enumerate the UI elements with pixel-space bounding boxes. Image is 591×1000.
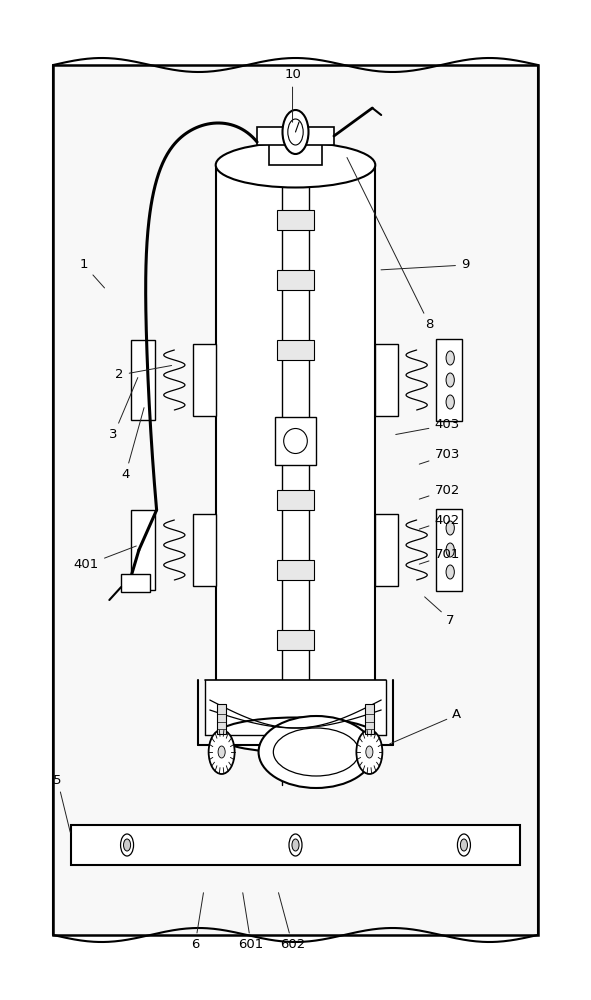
Circle shape [366,746,373,758]
Bar [277,210,314,230]
Bar [131,510,155,590]
Text: 702: 702 [419,484,460,499]
Circle shape [460,839,467,851]
Text: A: A [389,708,461,744]
Circle shape [282,110,309,154]
Text: 701: 701 [419,548,460,564]
Bar [269,140,322,165]
Bar [193,514,216,586]
Bar [277,270,314,290]
Circle shape [121,834,134,856]
Text: 401: 401 [74,546,137,572]
Text: 7: 7 [424,597,454,626]
Text: 6: 6 [191,893,203,952]
Circle shape [209,730,235,774]
Bar [436,509,462,591]
Bar [277,630,314,650]
Bar [275,417,316,465]
Text: 1: 1 [80,258,105,288]
Circle shape [289,834,302,856]
Text: 5: 5 [53,774,70,832]
Text: 9: 9 [381,258,469,271]
Circle shape [446,373,454,387]
Bar [375,514,398,586]
Circle shape [288,119,303,145]
Text: 601: 601 [239,893,264,952]
Bar [277,710,314,730]
Text: 10: 10 [284,68,301,122]
Text: 402: 402 [419,514,460,529]
Ellipse shape [216,142,375,188]
Bar [71,825,520,865]
Text: 3: 3 [109,378,138,442]
Ellipse shape [216,718,375,752]
Circle shape [292,839,299,851]
Circle shape [446,565,454,579]
Text: 602: 602 [278,893,305,952]
Bar [217,704,226,734]
Bar [53,65,538,935]
Text: 703: 703 [419,448,460,464]
Circle shape [356,730,382,774]
Ellipse shape [273,728,359,776]
Text: 4: 4 [121,408,144,482]
Bar [365,704,374,734]
Bar [436,339,462,421]
Bar [121,574,150,592]
Bar [277,560,314,580]
Bar [277,420,314,440]
Circle shape [446,543,454,557]
Bar [193,344,216,416]
Circle shape [446,521,454,535]
Bar [216,165,375,735]
Ellipse shape [259,716,374,788]
Circle shape [218,746,225,758]
Bar [277,490,314,510]
Bar [277,340,314,360]
Ellipse shape [284,428,307,454]
Circle shape [457,834,470,856]
Bar [257,127,334,145]
Bar [375,344,398,416]
Text: 2: 2 [115,365,171,381]
Text: 8: 8 [347,157,434,332]
Circle shape [124,839,131,851]
Circle shape [446,351,454,365]
Bar [205,680,386,735]
Circle shape [446,395,454,409]
Text: 403: 403 [396,418,460,434]
Bar [131,340,155,420]
